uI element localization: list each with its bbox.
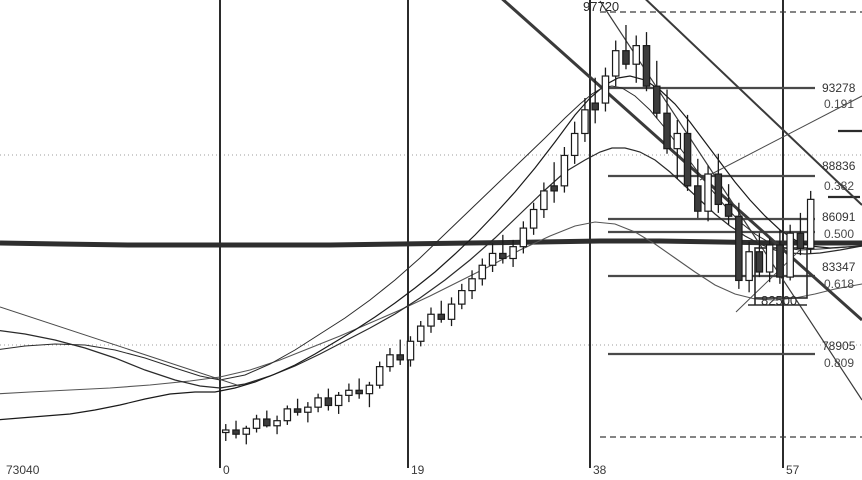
candle-body-down[interactable]	[776, 244, 784, 278]
candle-body-down[interactable]	[437, 313, 446, 320]
candle-body-down[interactable]	[622, 50, 630, 65]
candle-body-up[interactable]	[786, 232, 794, 278]
candle-body-down[interactable]	[755, 251, 764, 273]
candle-body-up[interactable]	[601, 75, 610, 104]
candle-body-down[interactable]	[324, 397, 333, 407]
candle-body-up[interactable]	[519, 227, 528, 248]
candle-body-up[interactable]	[704, 173, 712, 212]
candle-body-up[interactable]	[458, 289, 466, 305]
candle-body-down[interactable]	[396, 354, 404, 361]
candlestick-series[interactable]	[221, 25, 815, 445]
trendline-inner	[645, 0, 862, 206]
ma-slowest-curve	[0, 221, 862, 395]
candle-body-up[interactable]	[560, 154, 569, 187]
trendline-minor-up	[699, 95, 862, 181]
candle-body-up[interactable]	[283, 408, 292, 422]
candle-body-down[interactable]	[263, 418, 271, 427]
candle-body-up[interactable]	[509, 246, 517, 260]
candle-body-up[interactable]	[765, 244, 774, 273]
candle-body-up[interactable]	[273, 420, 281, 427]
price-scale-labels: 93278 0.191 88836 0.382 86091 0.500 8334…	[822, 81, 856, 370]
candle-body-down[interactable]	[683, 132, 692, 187]
candle-body-up[interactable]	[386, 354, 394, 368]
candle-body-down[interactable]	[550, 185, 558, 192]
candle-body-up[interactable]	[375, 366, 384, 386]
candle-body-up[interactable]	[632, 45, 641, 65]
candle-body-up[interactable]	[611, 50, 620, 77]
candle-body-down[interactable]	[499, 252, 507, 260]
candle-body-down[interactable]	[591, 102, 599, 111]
x-axis-labels: 73040 0 19 38 57	[6, 463, 800, 477]
candle-body-up[interactable]	[345, 389, 353, 396]
candle-body-up[interactable]	[806, 198, 815, 249]
candle-body-down[interactable]	[714, 173, 723, 206]
candle-body-up[interactable]	[570, 132, 579, 157]
candle-body-up[interactable]	[252, 418, 261, 429]
candle-body-up[interactable]	[447, 303, 456, 320]
trendline-lower-left	[0, 306, 241, 387]
candle-body-up[interactable]	[416, 325, 425, 342]
ma-fast-curve	[0, 75, 862, 421]
x-tick-label-2: 38	[593, 463, 607, 477]
x-tick-label-1: 19	[411, 463, 425, 477]
candle-body-down[interactable]	[642, 45, 651, 87]
candle-body-up[interactable]	[365, 384, 374, 395]
candle-body-up[interactable]	[221, 429, 230, 434]
price-label-0809: 78905	[822, 339, 856, 353]
fib-ratio-0191: 0.191	[824, 97, 854, 111]
price-label-0500: 86091	[822, 210, 856, 224]
candle-body-down[interactable]	[293, 408, 302, 413]
candle-body-up[interactable]	[314, 397, 322, 408]
candle-body-up[interactable]	[529, 208, 538, 229]
fib-ratio-0500: 0.500	[824, 227, 854, 241]
candle-body-down[interactable]	[663, 112, 671, 150]
x-tick-label-0: 0	[223, 463, 230, 477]
candle-body-down[interactable]	[735, 215, 743, 282]
candle-body-up[interactable]	[478, 264, 487, 280]
candle-body-down[interactable]	[232, 429, 240, 435]
candle-body-down[interactable]	[694, 185, 702, 212]
fib-ratio-0618: 0.618	[824, 277, 854, 291]
price-label-0618: 83347	[822, 260, 856, 274]
candle-body-up[interactable]	[673, 132, 682, 150]
candle-body-down[interactable]	[652, 85, 661, 114]
candle-body-up[interactable]	[581, 109, 589, 135]
candle-body-up[interactable]	[745, 251, 753, 282]
candle-body-down[interactable]	[796, 232, 805, 249]
box-price-annotation: 82500	[761, 293, 797, 308]
ma-medium-curve	[0, 147, 862, 389]
candle-body-up[interactable]	[242, 427, 251, 435]
x-tick-label-3: 57	[786, 463, 800, 477]
candle-body-up[interactable]	[540, 190, 548, 211]
candle-body-up[interactable]	[488, 252, 497, 266]
candle-body-up[interactable]	[468, 278, 476, 292]
candle-body-up[interactable]	[406, 340, 415, 361]
candle-body-up[interactable]	[334, 394, 343, 407]
price-label-0191: 93278	[822, 81, 856, 95]
dashed-reference-lines	[600, 11, 862, 438]
fib-ratio-0809: 0.809	[824, 356, 854, 370]
trendline-upper	[501, 0, 862, 322]
axis-label-corner-price: 73040	[6, 463, 40, 477]
candle-body-up[interactable]	[304, 406, 312, 413]
candle-body-up[interactable]	[427, 313, 435, 327]
price-label-0382: 88836	[822, 159, 856, 173]
candle-body-down[interactable]	[355, 389, 363, 395]
candle-body-down[interactable]	[724, 203, 733, 217]
peak-price-annotation: 97720	[583, 0, 619, 14]
fib-ratio-0382: 0.382	[824, 179, 854, 193]
